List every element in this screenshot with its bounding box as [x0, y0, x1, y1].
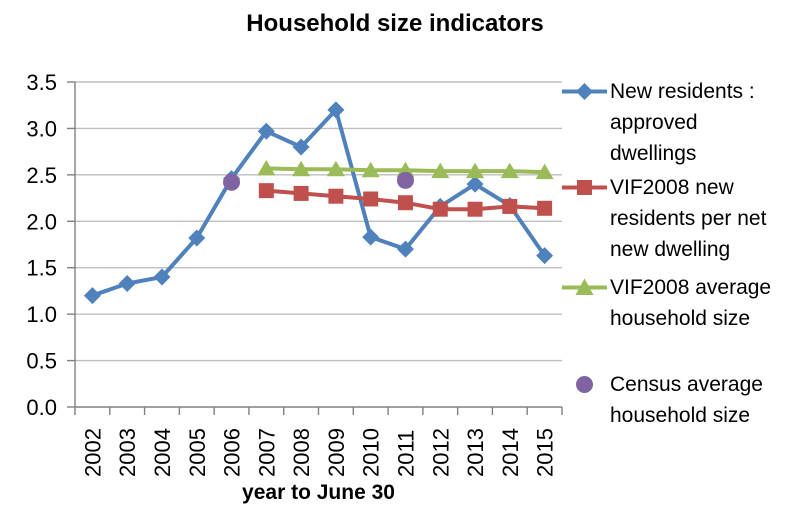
legend-label-line: New residents : — [610, 80, 755, 103]
x-axis-label: 2006 — [220, 428, 245, 477]
legend-entry-vif-new-residents: VIF2008 new residents per net new dwelli… — [561, 172, 766, 265]
series-3-point-2011 — [396, 171, 414, 189]
series-1-point-2015 — [537, 200, 553, 216]
series-2-point-2008 — [292, 160, 311, 177]
legend-label-line: new dwelling — [610, 238, 731, 261]
series-0-point-2009 — [327, 101, 345, 119]
legend-marker-circle-icon — [576, 376, 593, 393]
x-axis-label: 2014 — [498, 428, 523, 477]
series-0-line — [90, 107, 547, 298]
x-axis-label: 2009 — [324, 428, 349, 477]
y-axis-label: 3.0 — [26, 116, 57, 141]
series-0-point-2013 — [466, 175, 484, 193]
x-axis-label: 2013 — [463, 428, 488, 477]
x-axis-label: 2003 — [115, 428, 140, 477]
legend-label: VIF2008 new residents per net new dwelli… — [610, 172, 766, 265]
series-0-point-2005 — [188, 229, 206, 247]
series-0-point-2015 — [536, 247, 554, 265]
legend-label: VIF2008 average household size — [610, 272, 771, 334]
series-2-point-2014 — [500, 162, 519, 179]
series-0-point-2003 — [118, 275, 136, 292]
x-axis-title: year to June 30 — [242, 481, 395, 504]
square-marker-icon — [577, 180, 592, 195]
series-0-point-2011 — [396, 240, 414, 258]
y-axis-label: 1.5 — [26, 256, 57, 281]
series-2-point-2013 — [466, 162, 485, 179]
x-axis-label: 2010 — [359, 428, 384, 477]
circle-marker-icon — [576, 376, 593, 393]
legend-entry-new-residents: New residents : approved dwellings — [561, 76, 755, 169]
x-axis-label: 2012 — [428, 428, 453, 477]
x-axis-label: 2004 — [150, 428, 175, 477]
legend-marker-square-icon — [562, 180, 607, 195]
legend-label-line: dwellings — [610, 142, 697, 165]
legend-label: New residents : approved dwellings — [610, 76, 755, 169]
series-2-point-2010 — [361, 161, 380, 178]
legend-label-line: household size — [610, 307, 751, 330]
series-2-point-2009 — [326, 160, 345, 177]
legend-marker-diamond-icon — [562, 83, 607, 100]
series-1-point-2011 — [397, 195, 413, 211]
series-1-point-2012 — [432, 201, 448, 217]
series-0-point-2008 — [292, 138, 310, 156]
legend-entry-census-household-size: Census average household size — [561, 369, 763, 431]
series-0-point-2010 — [362, 228, 380, 246]
series-1-point-2009 — [328, 188, 344, 204]
x-axis-label: 2008 — [289, 428, 314, 477]
series-1-point-2007 — [258, 183, 274, 199]
series-2-point-2015 — [535, 163, 554, 180]
x-axis-label: 2015 — [533, 428, 558, 477]
series-1-point-2010 — [363, 191, 379, 207]
y-axis-label: 2.5 — [26, 163, 57, 188]
series-0-point-2004 — [153, 268, 171, 286]
y-axis-label: 3.5 — [26, 70, 57, 95]
legend-entry-vif-household-size: VIF2008 average household size — [561, 272, 771, 334]
y-axis-label: 2.0 — [26, 209, 57, 234]
legend-label-line: Census average — [610, 373, 763, 396]
x-axis-label: 2005 — [185, 428, 210, 477]
legend-label: Census average household size — [610, 369, 763, 431]
legend: New residents : approved dwellings VIF20… — [561, 0, 790, 523]
y-axis-label: 0.5 — [26, 349, 57, 374]
series-0-point-2007 — [257, 122, 275, 140]
triangle-marker-icon — [575, 278, 594, 295]
y-axis-label: 0.0 — [26, 395, 57, 420]
y-axis-label: 1.0 — [26, 302, 57, 327]
x-axis-label: 2002 — [80, 428, 105, 477]
legend-marker-triangle-icon — [562, 278, 607, 295]
legend-label-line: household size — [610, 404, 751, 427]
series-2-point-2007 — [257, 159, 276, 176]
legend-label-line: VIF2008 new — [610, 176, 734, 199]
legend-label-line: approved — [610, 111, 698, 134]
legend-label-line: residents per net — [610, 207, 767, 230]
chart-title: Household size indicators — [246, 10, 544, 37]
diamond-marker-icon — [576, 83, 593, 100]
x-axis-label: 2007 — [254, 428, 279, 477]
legend-label-line: VIF2008 average — [610, 276, 772, 299]
series-1-point-2014 — [502, 198, 518, 214]
series-1-point-2008 — [293, 185, 309, 201]
series-2-point-2012 — [431, 162, 450, 179]
series-3-point-2006 — [223, 173, 241, 191]
series-0-point-2002 — [83, 287, 101, 305]
series-1-point-2013 — [467, 201, 483, 217]
x-axis-label: 2011 — [393, 430, 418, 477]
